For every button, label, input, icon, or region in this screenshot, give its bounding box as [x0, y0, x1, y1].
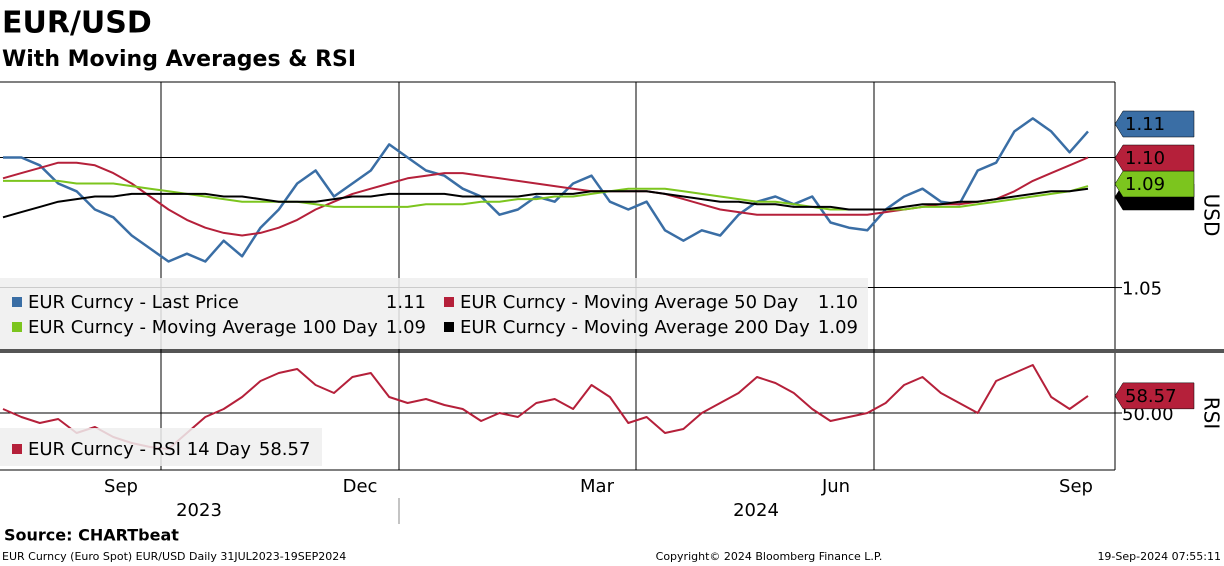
value-tag-label: 58.57 [1125, 386, 1177, 407]
footer-left: EUR Curncy (Euro Spot) EUR/USD Daily 31J… [2, 550, 346, 563]
legend-box [0, 278, 868, 349]
legend-swatch [12, 444, 22, 454]
year-label: 2024 [733, 500, 779, 521]
value-tag [1114, 110, 1195, 138]
legend-value: 1.09 [386, 317, 426, 338]
legend-label: EUR Curncy - Last Price [28, 292, 239, 313]
subtitle: With Moving Averages & RSI [2, 47, 356, 72]
value-tag-label: 1.11 [1125, 114, 1165, 135]
axis-title: USD [1200, 194, 1224, 237]
footer-right: 19-Sep-2024 07:55:11 [1097, 550, 1221, 563]
legend-swatch [444, 297, 454, 307]
title: EUR/USD [2, 6, 152, 41]
x-tick-label: Dec [343, 476, 378, 497]
legend-label: EUR Curncy - Moving Average 50 Day [460, 292, 799, 313]
legend-value: 58.57 [259, 439, 311, 460]
series-line [2, 156, 1089, 237]
legend-label: EUR Curncy - Moving Average 100 Day [28, 317, 378, 338]
panel-divider [0, 349, 1224, 353]
series-line [3, 117, 1089, 263]
legend-label: EUR Curncy - Moving Average 200 Day [460, 317, 810, 338]
x-tick-label: Jun [821, 476, 850, 497]
legend-swatch [12, 297, 22, 307]
x-tick-label: Mar [580, 476, 615, 497]
x-tick-label: Sep [104, 476, 138, 497]
value-tag [1114, 144, 1195, 172]
value-tag [1114, 170, 1195, 198]
value-tag-label: 1.10 [1125, 148, 1165, 169]
year-label: 2023 [176, 500, 222, 521]
legend-swatch [444, 322, 454, 332]
y-tick-label: 50.00 [1122, 404, 1174, 425]
legend-label: EUR Curncy - RSI 14 Day 58.57 [28, 439, 310, 460]
value-tag-label: 1.09 [1125, 174, 1165, 195]
x-tick-label: Sep [1059, 476, 1093, 497]
series-line [2, 187, 1089, 219]
y-tick-label: 1.05 [1122, 279, 1162, 300]
axis-title: RSI [1200, 397, 1224, 430]
value-tag [1114, 382, 1195, 410]
source: Source: CHARTbeat [4, 526, 179, 545]
footer-center: Copyright© 2024 Bloomberg Finance L.P. [656, 550, 883, 563]
legend-value: 1.10 [818, 292, 858, 313]
legend-value: 1.11 [386, 292, 426, 313]
legend-box [0, 428, 322, 466]
legend-name: EUR Curncy - RSI 14 Day [28, 439, 251, 460]
legend-value: 1.09 [818, 317, 858, 338]
legend-swatch [12, 322, 22, 332]
